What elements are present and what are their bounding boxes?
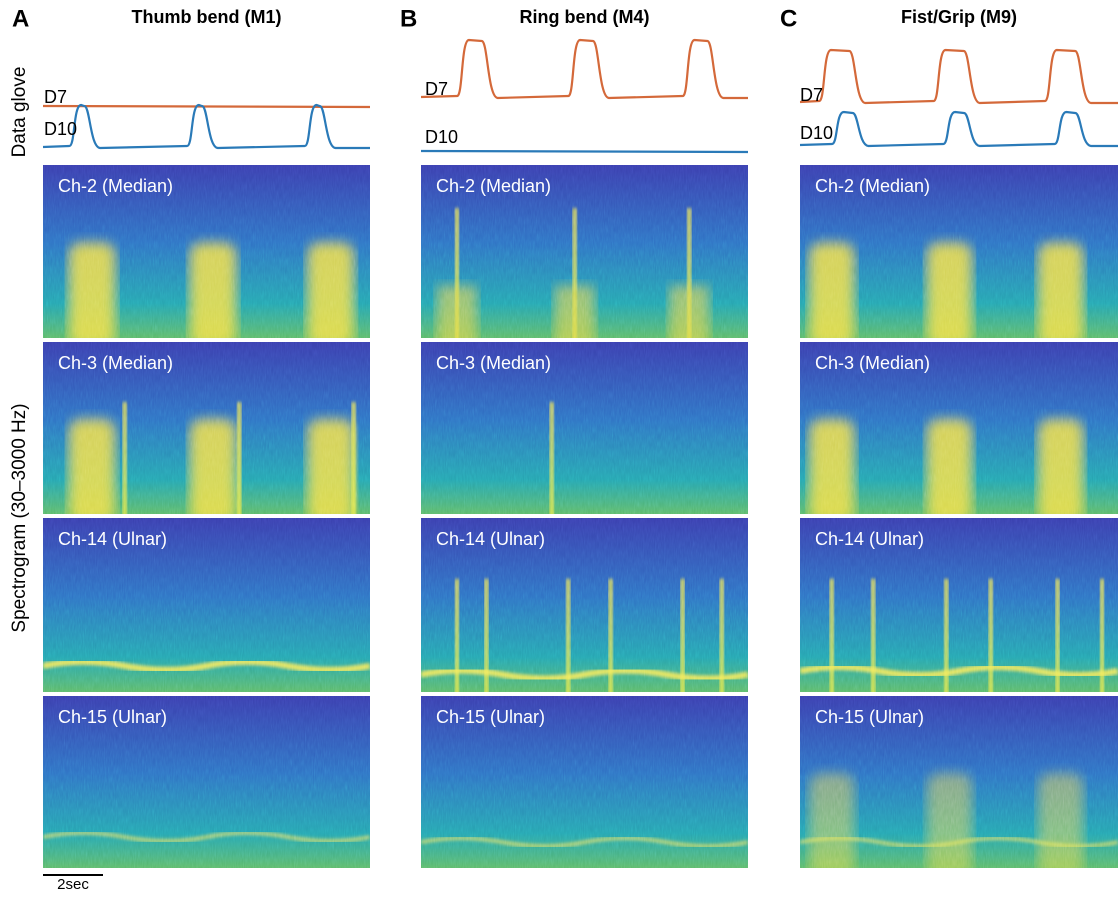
noise — [43, 342, 370, 514]
spectrogram: Ch-14 (Ulnar) — [43, 518, 370, 692]
glove-trace — [799, 110, 1118, 148]
trace-label: D10 — [425, 127, 458, 147]
spectrogram: Ch-15 (Ulnar) — [800, 696, 1118, 868]
noise — [43, 165, 370, 338]
scale-label: 2sec — [57, 876, 89, 893]
spectrogram-body — [43, 518, 370, 692]
noise — [421, 342, 748, 514]
spectrogram-body — [800, 696, 1118, 868]
noise — [43, 696, 370, 868]
channel-label: Ch-15 (Ulnar) — [436, 707, 545, 727]
channel-label: Ch-14 (Ulnar) — [815, 529, 924, 549]
spectrogram: Ch-14 (Ulnar) — [421, 518, 748, 692]
noise — [800, 342, 1118, 514]
trace-label: D7 — [44, 87, 67, 107]
panel-title: Ring bend (M4) — [520, 7, 650, 27]
noise — [800, 518, 1118, 692]
noise — [800, 165, 1118, 338]
spectrogram-body — [421, 518, 748, 692]
channel-label: Ch-3 (Median) — [815, 353, 930, 373]
spectrogram: Ch-3 (Median) — [800, 342, 1118, 514]
spectrogram-body — [800, 518, 1118, 692]
spectrogram-body — [43, 342, 370, 514]
noise — [421, 165, 748, 338]
channel-label: Ch-3 (Median) — [436, 353, 551, 373]
spectrogram-body — [43, 165, 370, 338]
spectrogram: Ch-15 (Ulnar) — [421, 696, 748, 868]
channel-label: Ch-14 (Ulnar) — [436, 529, 545, 549]
noise — [421, 518, 748, 692]
spectrogram: Ch-3 (Median) — [43, 342, 370, 514]
panel-title: Fist/Grip (M9) — [901, 7, 1017, 27]
glove-trace — [420, 149, 749, 154]
trace-label: D10 — [44, 119, 77, 139]
spectrogram: Ch-14 (Ulnar) — [800, 518, 1118, 692]
panel-letter: A — [12, 5, 29, 32]
panel-letter: B — [400, 5, 417, 32]
spectrogram: Ch-2 (Median) — [43, 165, 370, 338]
channel-label: Ch-2 (Median) — [58, 176, 173, 196]
noise — [43, 518, 370, 692]
spectrogram: Ch-2 (Median) — [421, 165, 748, 338]
y-label: Data glove — [9, 67, 30, 158]
spectrogram: Ch-15 (Ulnar) — [43, 696, 370, 868]
glove-trace — [420, 38, 748, 100]
glove-trace — [42, 104, 371, 109]
spectrogram-body — [800, 165, 1118, 338]
y-label: Spectrogram (30–3000 Hz) — [9, 403, 30, 632]
channel-label: Ch-2 (Median) — [815, 176, 930, 196]
spectrogram-body — [421, 696, 748, 868]
trace-label: D7 — [425, 79, 448, 99]
spectrogram-body — [43, 696, 370, 868]
channel-label: Ch-3 (Median) — [58, 353, 173, 373]
glove-trace — [799, 48, 1118, 105]
channel-label: Ch-2 (Median) — [436, 176, 551, 196]
channel-label: Ch-14 (Ulnar) — [58, 529, 167, 549]
noise — [800, 696, 1118, 868]
trace-label: D7 — [800, 85, 823, 105]
panel-letter: C — [780, 5, 797, 32]
spectrogram-body — [800, 342, 1118, 514]
trace-label: D10 — [800, 123, 833, 143]
noise — [421, 696, 748, 868]
spectrogram: Ch-3 (Median) — [421, 342, 748, 514]
glove-trace — [42, 103, 370, 150]
spectrogram-body — [421, 342, 748, 514]
channel-label: Ch-15 (Ulnar) — [58, 707, 167, 727]
channel-label: Ch-15 (Ulnar) — [815, 707, 924, 727]
panel-title: Thumb bend (M1) — [132, 7, 282, 27]
spectrogram-body — [421, 165, 748, 338]
spectrogram: Ch-2 (Median) — [800, 165, 1118, 338]
